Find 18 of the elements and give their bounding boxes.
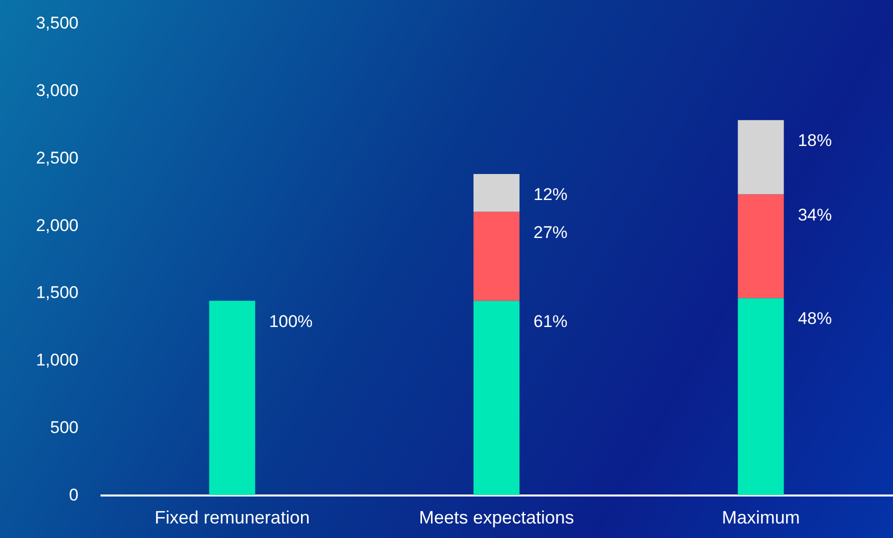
annotation: 100%	[269, 312, 313, 331]
y-tick-label: 2,500	[36, 148, 78, 168]
annotation: 18%	[798, 131, 832, 150]
annotation: 48%	[798, 309, 832, 328]
x-tick-label: Meets expectations	[418, 508, 574, 528]
annotation: 12%	[534, 185, 568, 204]
x-tick-label: Fixed remuneration	[154, 508, 310, 528]
annotation: 27%	[534, 222, 568, 242]
y-tick-label: 3,500	[36, 14, 78, 32]
annotation: 61%	[534, 312, 568, 331]
y-tick-label: 500	[50, 418, 78, 438]
y-tick-label: 0	[69, 486, 78, 504]
y-tick-label: 2,000	[36, 216, 78, 235]
y-tick-label: 1,500	[36, 283, 78, 302]
x-tick-label: Maximum	[722, 508, 800, 528]
y-tick-label: 3,000	[36, 80, 78, 100]
y-tick-label: 1,000	[36, 350, 78, 370]
annotation: 34%	[798, 205, 832, 224]
